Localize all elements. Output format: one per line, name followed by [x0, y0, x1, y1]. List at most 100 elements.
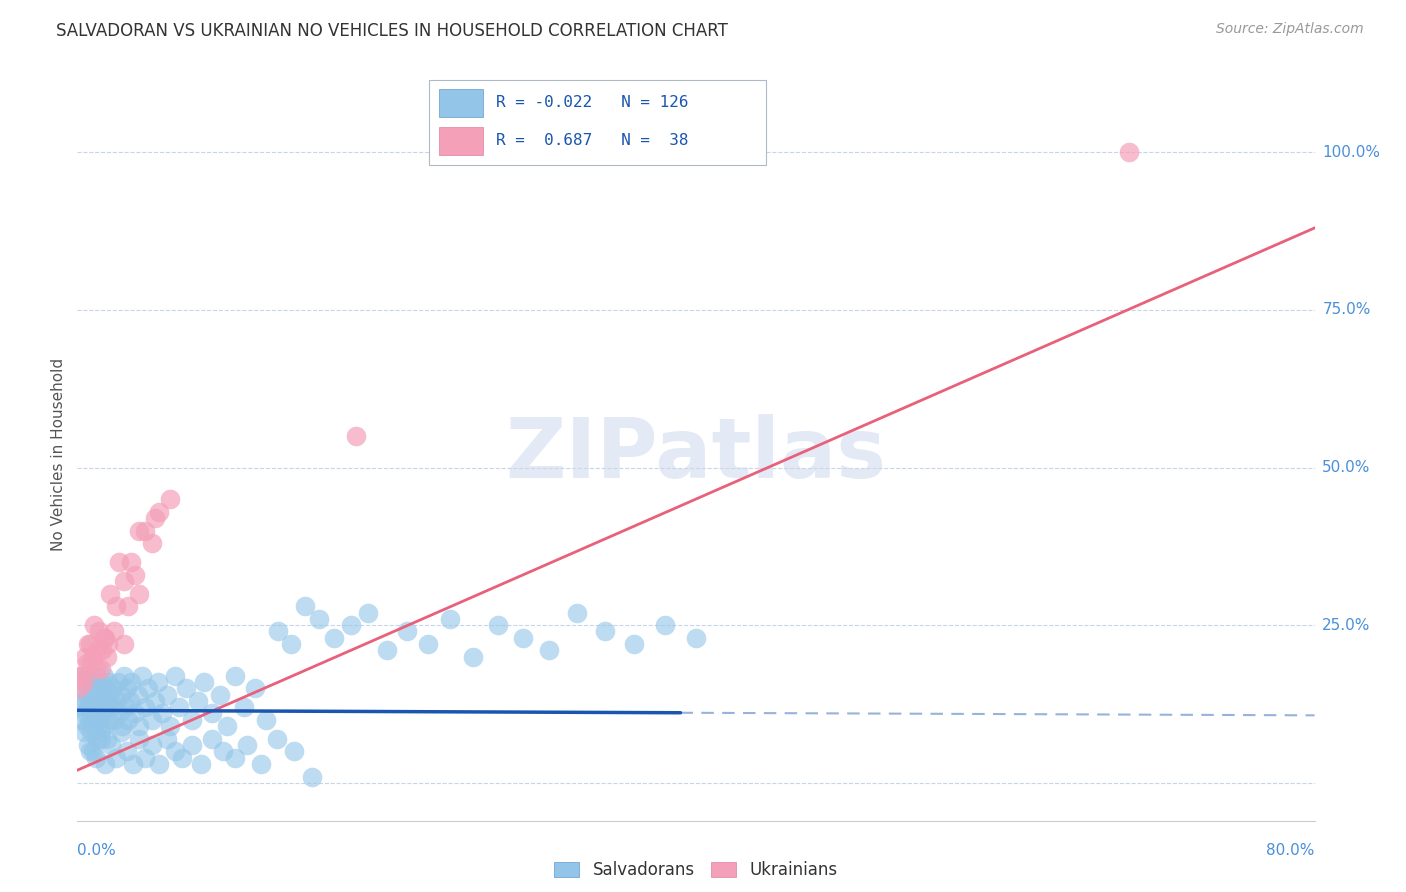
Point [134, 750, 156, 764]
Text: 80.0%: 80.0% [1267, 843, 1315, 858]
Point [105, 694, 127, 708]
Point [156, 688, 179, 702]
Point [267, 624, 290, 639]
Point [97, 674, 120, 689]
Point [131, 668, 153, 682]
Point [93, 719, 115, 733]
Point [94, 756, 117, 771]
Point [224, 668, 246, 682]
Point [86, 731, 108, 746]
Point [84, 668, 107, 682]
Point [124, 706, 146, 721]
Point [127, 688, 149, 702]
Point [110, 725, 132, 739]
Point [83, 688, 105, 702]
Point [82, 649, 104, 664]
Point [72, 694, 94, 708]
Point [250, 756, 273, 771]
Point [375, 643, 398, 657]
Point [72, 674, 94, 689]
Point [103, 624, 125, 639]
Point [224, 750, 246, 764]
Point [280, 637, 302, 651]
Point [340, 618, 363, 632]
Point [180, 713, 202, 727]
Point [565, 606, 588, 620]
Point [90, 731, 111, 746]
Point [211, 744, 233, 758]
Point [87, 624, 110, 639]
Text: R =  0.687   N =  38: R = 0.687 N = 38 [496, 133, 689, 147]
Point [108, 706, 131, 721]
Point [100, 738, 122, 752]
Point [76, 719, 98, 733]
Point [439, 612, 461, 626]
Point [98, 587, 121, 601]
Text: 100.0%: 100.0% [1323, 145, 1381, 160]
Point [134, 700, 156, 714]
Point [93, 631, 115, 645]
Point [112, 668, 135, 682]
Text: 75.0%: 75.0% [1323, 302, 1371, 318]
Point [538, 643, 561, 657]
Point [93, 668, 115, 682]
Point [217, 719, 239, 733]
Point [128, 587, 150, 601]
Point [141, 738, 163, 752]
Point [96, 649, 118, 664]
Point [96, 694, 118, 708]
Legend: Salvadorans, Ukrainians: Salvadorans, Ukrainians [547, 855, 845, 886]
Point [75, 674, 96, 689]
Point [159, 491, 181, 506]
Point [172, 750, 194, 764]
Point [357, 606, 380, 620]
Point [128, 524, 150, 538]
Point [115, 744, 138, 758]
Point [82, 706, 104, 721]
Point [90, 662, 111, 676]
Point [486, 618, 509, 632]
Point [463, 649, 485, 664]
Point [105, 599, 127, 614]
Point [143, 511, 166, 525]
Point [121, 555, 143, 569]
Point [110, 688, 132, 702]
Point [418, 637, 440, 651]
Point [87, 694, 110, 708]
Point [152, 706, 174, 721]
Point [79, 744, 101, 758]
Point [117, 713, 139, 727]
Point [180, 738, 202, 752]
Point [70, 713, 93, 727]
Point [76, 688, 98, 702]
Point [67, 700, 90, 714]
Point [98, 688, 121, 702]
Point [101, 681, 124, 696]
Point [163, 668, 186, 682]
Point [77, 637, 100, 651]
Text: SALVADORAN VS UKRAINIAN NO VEHICLES IN HOUSEHOLD CORRELATION CHART: SALVADORAN VS UKRAINIAN NO VEHICLES IN H… [56, 22, 728, 40]
Point [77, 668, 100, 682]
Point [128, 719, 150, 733]
Point [190, 756, 212, 771]
Point [118, 694, 141, 708]
Point [143, 694, 166, 708]
Point [654, 618, 676, 632]
Point [111, 719, 134, 733]
Point [79, 713, 101, 727]
Point [69, 681, 91, 696]
Point [77, 700, 100, 714]
Point [107, 674, 129, 689]
Point [134, 524, 156, 538]
Point [201, 731, 224, 746]
Point [87, 713, 110, 727]
Point [148, 505, 170, 519]
Point [236, 738, 259, 752]
Point [75, 649, 96, 664]
Point [146, 674, 169, 689]
Point [301, 770, 323, 784]
Point [156, 731, 179, 746]
Point [114, 700, 136, 714]
Point [112, 574, 135, 588]
Point [187, 694, 209, 708]
